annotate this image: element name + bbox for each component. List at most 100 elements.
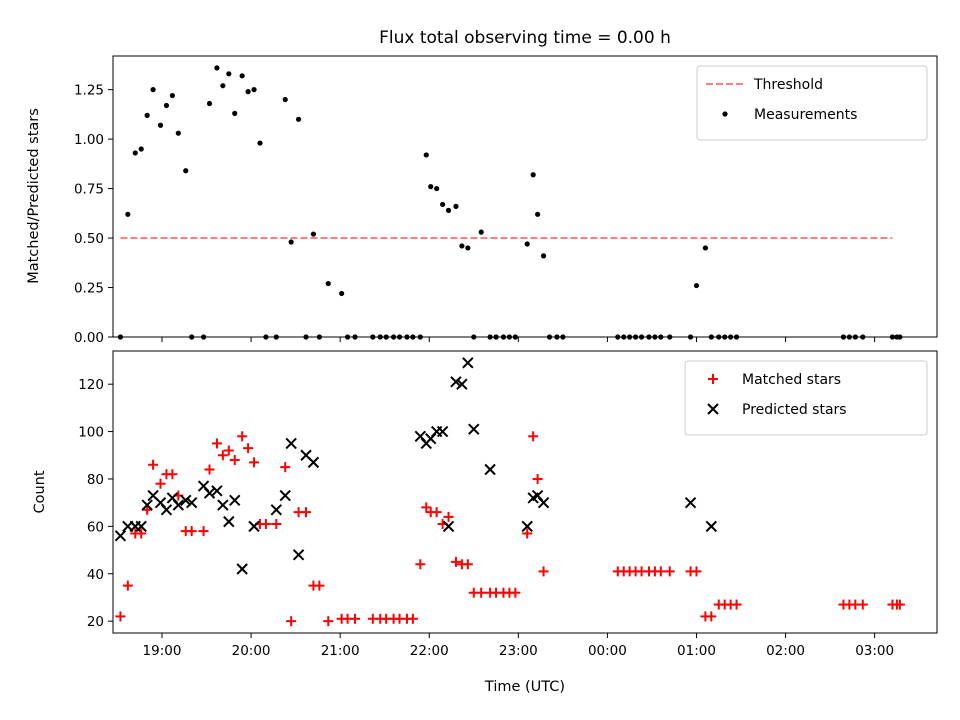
matched-star-marker — [186, 526, 197, 537]
matched-star-marker — [431, 507, 442, 518]
measurement-point — [169, 92, 175, 99]
matched-star-marker — [532, 473, 543, 484]
predicted-star-marker-b — [414, 430, 427, 443]
matched-star-marker — [217, 450, 228, 461]
y-tick-label: 120 — [78, 377, 104, 393]
legend-label: Matched stars — [742, 372, 841, 388]
matched-star-marker — [350, 613, 361, 624]
y-tick-label: 80 — [87, 472, 104, 488]
measurement-point — [245, 89, 251, 95]
measurement-point — [295, 116, 302, 122]
predicted-star-marker-b — [436, 425, 449, 438]
predicted-star-marker — [442, 520, 455, 533]
axes-frame — [112, 350, 938, 634]
bottom-x-axis-label: Time (UTC) — [484, 679, 565, 695]
predicted-star-marker — [285, 437, 297, 450]
predicted-star-marker — [279, 489, 291, 502]
measurement-point — [440, 201, 446, 208]
measurement-point — [239, 73, 245, 79]
matched-star-marker — [664, 566, 675, 577]
matched-star-marker — [229, 455, 240, 466]
measurement-point — [214, 65, 220, 71]
measurement-point — [282, 96, 288, 103]
predicted-star-marker — [236, 563, 248, 575]
measurement-point — [524, 241, 530, 247]
legend-box — [684, 360, 928, 436]
predicted-star-marker-b — [279, 489, 291, 502]
measurement-point — [325, 280, 331, 287]
matched-star-marker — [655, 566, 666, 577]
predicted-star-marker — [114, 530, 127, 542]
predicted-star-marker-b — [285, 437, 297, 450]
predicted-star-marker-b — [270, 504, 283, 516]
predicted-star-marker-b — [521, 520, 533, 533]
predicted-star-marker-b — [450, 376, 462, 388]
predicted-star-marker-b — [223, 515, 235, 528]
predicted-star-marker — [180, 494, 192, 507]
y-tick-label: 1.25 — [74, 83, 104, 99]
predicted-star-marker — [172, 499, 185, 511]
matched-star-marker — [314, 580, 325, 591]
predicted-star-marker — [292, 549, 305, 561]
matched-star-marker — [415, 559, 426, 570]
y-tick-label: 1.00 — [74, 132, 104, 148]
predicted-star-marker — [462, 357, 474, 369]
matched-star-marker — [857, 599, 868, 610]
measurement-point — [163, 102, 170, 109]
predicted-star-marker-b — [203, 487, 216, 499]
predicted-star-marker — [521, 520, 533, 533]
x-tick-label: 22:00 — [410, 643, 449, 659]
predicted-star-marker — [135, 520, 147, 533]
x-tick-label: 20:00 — [232, 643, 271, 659]
matched-star-marker — [538, 566, 549, 577]
predicted-star-marker-b — [236, 563, 248, 575]
predicted-star-marker-b — [705, 520, 718, 533]
predicted-star-marker-b — [292, 549, 305, 561]
y-tick-label: 60 — [87, 519, 104, 535]
measurement-point — [530, 172, 536, 178]
measurement-point — [339, 290, 345, 297]
predicted-star-marker-b — [442, 520, 455, 533]
x-tick-label: 01:00 — [677, 643, 716, 659]
predicted-star-marker — [229, 494, 241, 507]
predicted-star-marker-b — [147, 489, 159, 502]
legend: Threshold Measurements — [696, 65, 928, 141]
predicted-star-marker-b — [684, 496, 697, 509]
bottom-panel: 19:00 20:00 21:00 22:00 23:00 00:00 01:00 02:00… — [78, 350, 938, 659]
predicted-star-marker — [450, 376, 462, 388]
measurement-point — [453, 203, 459, 209]
predicted-star-marker — [203, 487, 216, 499]
predicted-star-marker — [684, 496, 697, 509]
predicted-star-marker-b — [211, 485, 223, 497]
matched-star-marker — [691, 566, 702, 577]
legend-label: Predicted stars — [742, 402, 847, 418]
predicted-star-marker — [537, 496, 550, 509]
predicted-star-marker-b — [248, 520, 260, 533]
predicted-star-marker — [484, 463, 496, 476]
measurement-point — [478, 229, 484, 235]
predicted-star-marker — [307, 456, 320, 469]
predicted-star-marker — [436, 425, 449, 438]
measurement-point — [288, 239, 294, 245]
predicted-star-marker-b — [160, 504, 173, 516]
matched-star-marker — [136, 528, 147, 539]
matched-star-marker — [450, 556, 461, 567]
predicted-star-marker — [223, 515, 235, 528]
y-tick-label: 20 — [87, 614, 104, 630]
legend-label: Threshold — [753, 77, 823, 93]
matched-star-marker — [522, 528, 533, 539]
predicted-star-marker-b — [217, 499, 229, 511]
predicted-star-marker — [217, 499, 229, 511]
matched-star-marker — [237, 431, 248, 442]
predicted-star-marker — [248, 520, 260, 533]
measurement-point — [138, 146, 144, 152]
y-tick-label: 0.75 — [74, 182, 104, 198]
top-chart-title: Flux total observing time = 0.00 h — [379, 28, 671, 48]
predicted-star-marker — [705, 520, 718, 533]
matched-star-marker — [155, 478, 166, 489]
predicted-star-marker-b — [484, 463, 496, 476]
matched-star-marker — [115, 611, 126, 622]
top-y-axis-label: Matched/Predicted stars — [26, 108, 42, 284]
measurement-point — [206, 100, 213, 107]
